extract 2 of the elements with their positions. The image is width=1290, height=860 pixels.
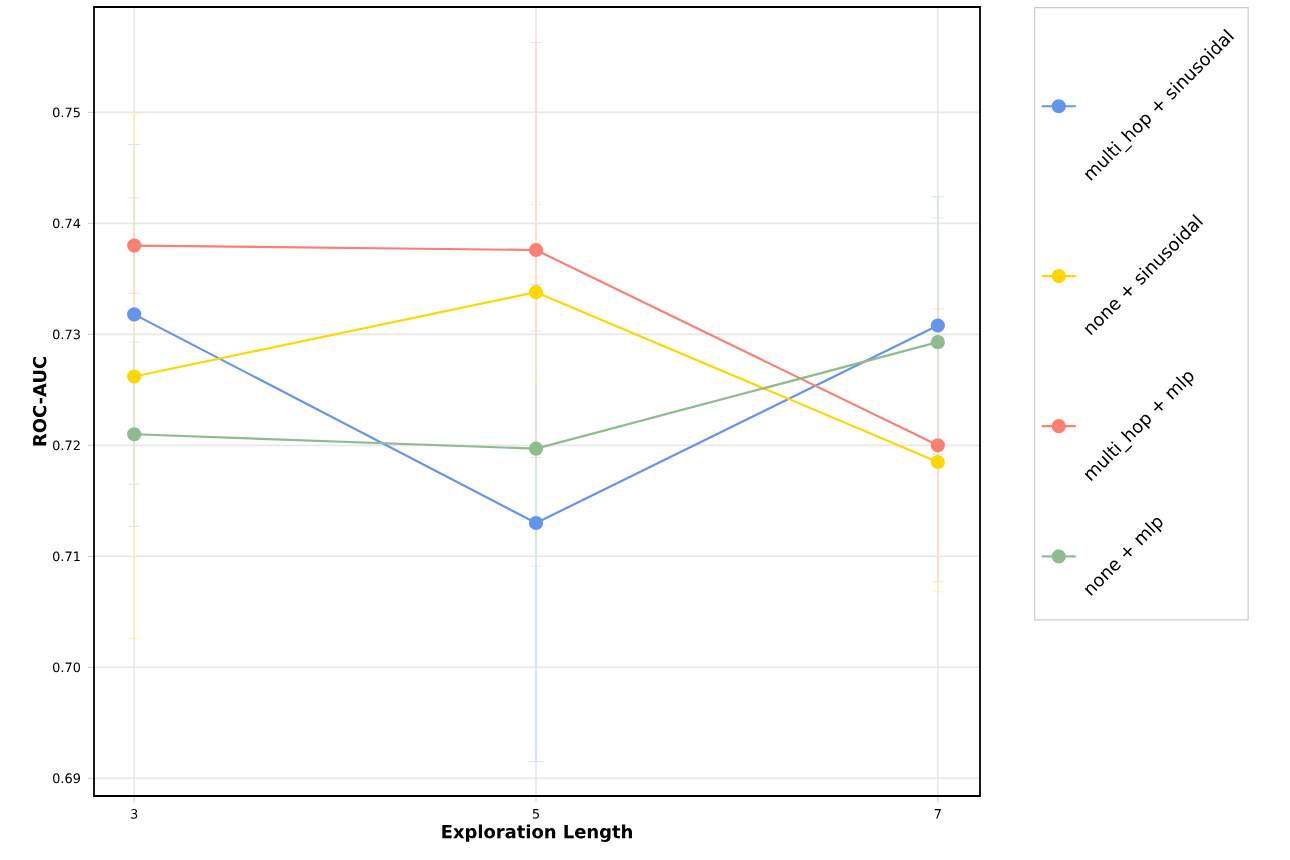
x-axis-title: Exploration Length bbox=[442, 824, 632, 843]
y-axis-title: ROC-AUC bbox=[32, 357, 47, 446]
